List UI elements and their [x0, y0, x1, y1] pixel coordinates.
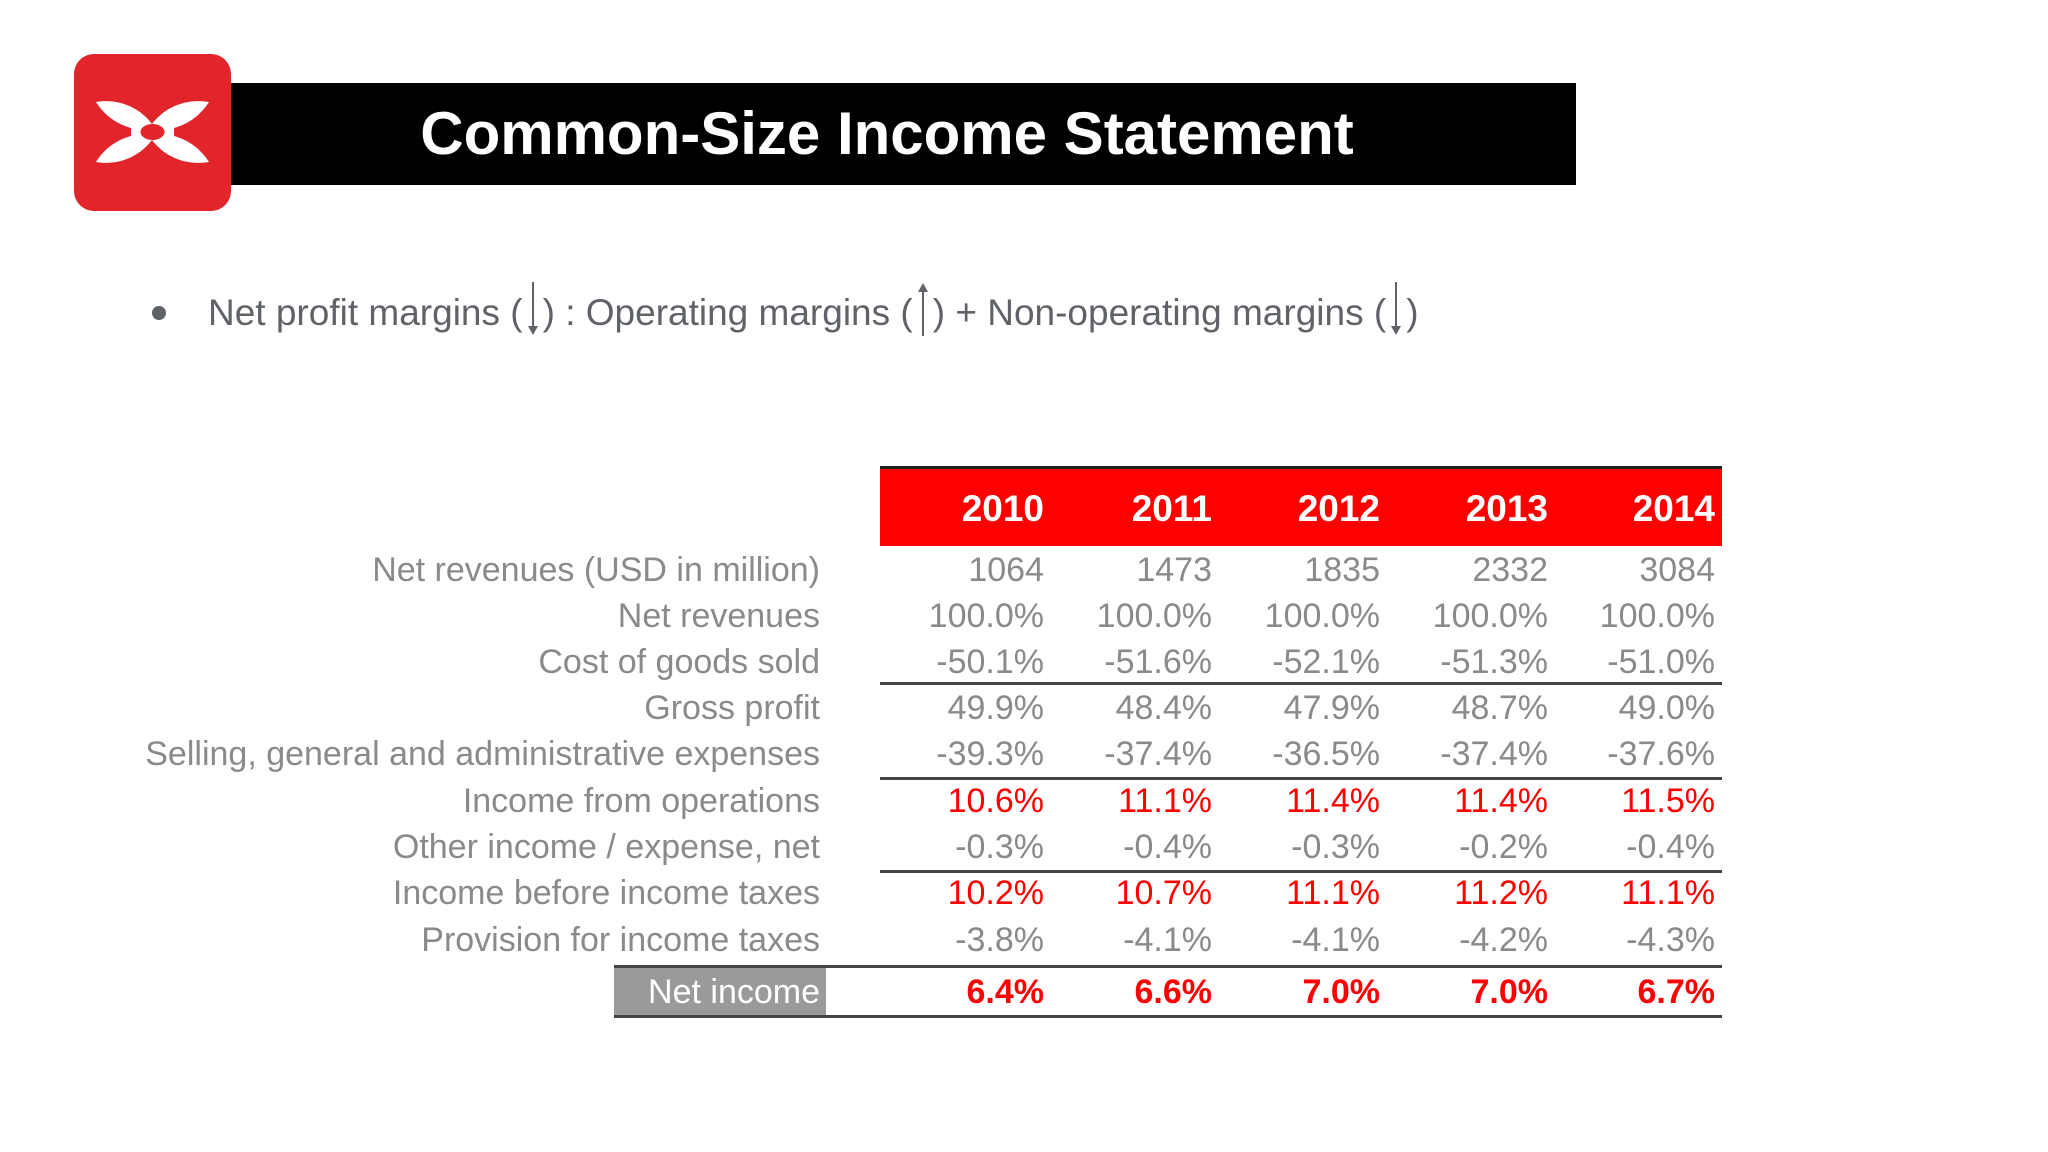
year-header: 2013 [1465, 488, 1548, 529]
table-cell: 3084 [1639, 551, 1715, 589]
table-cell: 2332 [1472, 551, 1548, 589]
bullet-text-part1: Net profit margins ( [208, 292, 523, 333]
brand-logo [74, 54, 231, 211]
table-cell: 100.0% [1264, 597, 1380, 635]
table-rule [614, 1015, 1722, 1018]
up-arrow-icon [916, 280, 930, 338]
table-cell: -52.1% [1272, 643, 1380, 681]
table-cell: 7.0% [1470, 973, 1549, 1011]
table-cell: -4.2% [1459, 921, 1548, 959]
table-cell: -51.0% [1607, 643, 1715, 681]
table-rule [880, 682, 1722, 685]
table-cell: -39.3% [936, 735, 1044, 773]
net-income-label-highlight [614, 968, 826, 1016]
table-cell: 10.2% [947, 874, 1044, 912]
bullet-text-part4: ) [1406, 292, 1419, 333]
table-cell: -50.1% [936, 643, 1044, 681]
row-label: Gross profit [644, 689, 820, 727]
year-header: 2010 [961, 488, 1044, 529]
table-cell: -51.3% [1440, 643, 1548, 681]
table-cell: 11.1% [1621, 874, 1715, 912]
table-cell: 48.4% [1115, 689, 1212, 727]
table-cell: 11.4% [1454, 782, 1548, 820]
table-cell: 7.0% [1302, 973, 1381, 1011]
down-arrow-icon [526, 280, 540, 338]
table-cell: 48.7% [1451, 689, 1548, 727]
title-bar: Common-Size Income Statement [231, 83, 1576, 185]
table-cell: 100.0% [1432, 597, 1548, 635]
table-cell: 1064 [968, 551, 1044, 589]
row-label: Income from operations [462, 782, 820, 820]
bullet-point: Net profit margins ( ) : Operating margi… [146, 268, 1419, 358]
table-cell: -0.3% [955, 828, 1044, 866]
table-cell: -4.3% [1626, 921, 1715, 959]
table-header-row: 2010 2011 2012 2013 2014 [880, 466, 1722, 546]
table-cell: 11.4% [1286, 782, 1380, 820]
table-cell: 47.9% [1283, 689, 1380, 727]
table-cell: 100.0% [1096, 597, 1212, 635]
table-cell: 100.0% [1599, 597, 1715, 635]
row-label: Net income [648, 973, 820, 1011]
table-cell: -4.1% [1123, 921, 1212, 959]
row-label: Provision for income taxes [421, 921, 820, 959]
table-cell: -3.8% [955, 921, 1044, 959]
down-arrow-icon [1389, 280, 1403, 338]
year-header: 2014 [1632, 488, 1715, 529]
table-cell: 6.6% [1134, 973, 1213, 1011]
bullet-text-part3: ) + Non-operating margins ( [932, 292, 1387, 333]
table-cell: -0.4% [1626, 828, 1715, 866]
table-cell: -0.2% [1459, 828, 1548, 866]
row-label: Net revenues [617, 597, 820, 635]
table-cell: 11.1% [1118, 782, 1212, 820]
table-cell: -37.4% [1104, 735, 1212, 773]
row-label: Cost of goods sold [538, 643, 820, 681]
row-label: Income before income taxes [392, 874, 820, 912]
bullet-text-part2: ) : Operating margins ( [542, 292, 913, 333]
table-cell: 49.9% [947, 689, 1044, 727]
table-cell: 1835 [1304, 551, 1380, 589]
table-cell: -0.3% [1291, 828, 1380, 866]
row-label: Net revenues (USD in million) [372, 551, 820, 589]
logo-mark-icon [96, 101, 209, 163]
table-cell: 49.0% [1618, 689, 1715, 727]
slide-title: Common-Size Income Statement [420, 100, 1354, 167]
table-cell: 6.4% [966, 973, 1045, 1011]
table-cell: 6.7% [1637, 973, 1716, 1011]
table-cell: 11.2% [1454, 874, 1548, 912]
table-cell: 10.7% [1115, 874, 1212, 912]
table-cell: -0.4% [1123, 828, 1212, 866]
table-cell: -36.5% [1272, 735, 1380, 773]
table-rule [880, 777, 1722, 780]
table-cell: -37.4% [1440, 735, 1548, 773]
bullet-dot-icon [152, 306, 166, 320]
table-cell: 10.6% [947, 782, 1044, 820]
table-cell: -37.6% [1607, 735, 1715, 773]
table-cell: 11.5% [1621, 782, 1715, 820]
year-header: 2012 [1297, 488, 1380, 529]
table-cell: 1473 [1136, 551, 1212, 589]
row-label: Selling, general and administrative expe… [145, 735, 820, 773]
year-header: 2011 [1131, 488, 1212, 529]
table-cell: -51.6% [1104, 643, 1212, 681]
table-rule [880, 870, 1722, 873]
table-cell: -4.1% [1291, 921, 1380, 959]
row-label: Other income / expense, net [392, 828, 820, 866]
table-rule [614, 965, 1722, 968]
table-cell: 100.0% [928, 597, 1044, 635]
table-cell: 11.1% [1286, 874, 1380, 912]
